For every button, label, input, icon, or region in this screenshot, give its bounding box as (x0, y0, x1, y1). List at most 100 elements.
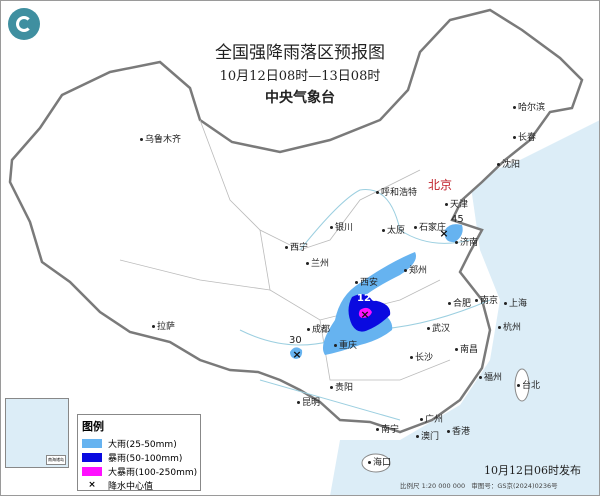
city-label: 上海 (504, 299, 527, 310)
city-name: 澳门 (421, 432, 440, 442)
city-dot (416, 435, 419, 438)
map-title: 全国强降雨落区预报图 (215, 43, 385, 63)
city-dot (404, 269, 407, 272)
scale: 比例尺 1:20 000 000 (400, 482, 466, 490)
city-dot (455, 241, 458, 244)
city-dot (420, 418, 423, 421)
precip-center-value: 30 (289, 335, 302, 346)
city-label: 沈阳 (497, 160, 520, 171)
city-name: 银川 (335, 223, 354, 233)
city-dot (498, 326, 501, 329)
x-mark-icon: × (439, 227, 448, 240)
city-dot (448, 302, 451, 305)
city-name: 天津 (450, 200, 469, 210)
city-dot (513, 136, 516, 139)
city-label: 武汉 (427, 324, 450, 335)
city-dot (330, 386, 333, 389)
city-name: 兰州 (311, 259, 330, 269)
city-name: 西宁 (290, 243, 309, 253)
city-label: 香港 (447, 427, 470, 438)
city-name: 西安 (360, 278, 379, 288)
scale-and-approval: 比例尺 1:20 000 000 审图号：GS京(2024)0236号 (400, 480, 558, 490)
city-label: 呼和浩特 (376, 188, 417, 199)
legend-label: 大暴雨(100-250mm) (108, 467, 198, 478)
city-dot (410, 356, 413, 359)
city-label: 海口 (368, 458, 391, 469)
legend-label: 降水中心值 (108, 481, 154, 492)
city-name: 呼和浩特 (381, 188, 418, 198)
city-label: 台北 (517, 381, 540, 392)
city-label: 哈尔滨 (513, 103, 545, 114)
city-dot (382, 229, 385, 232)
legend-label: 大雨(25-50mm) (108, 439, 177, 450)
city-label: 福州 (479, 373, 502, 384)
city-label: 南京 (475, 296, 498, 307)
city-label: 南昌 (455, 345, 478, 356)
city-dot (504, 302, 507, 305)
capital-label: 北京 (428, 178, 453, 192)
city-label: 长沙 (410, 353, 433, 364)
city-dot (152, 325, 155, 328)
city-name: 太原 (387, 226, 406, 236)
city-dot (355, 281, 358, 284)
sea (330, 120, 600, 496)
hainan (361, 453, 391, 473)
city-name: 上海 (509, 299, 528, 309)
city-name: 重庆 (339, 341, 358, 351)
precip-center-marks: × × × (292, 227, 448, 361)
city-label: 澳门 (416, 432, 439, 443)
city-dot (414, 226, 417, 229)
heavy-rain-swatch (82, 438, 102, 448)
city-name: 香港 (452, 427, 471, 437)
legend-title: 图例 (82, 420, 104, 433)
city-name: 福州 (484, 373, 503, 383)
city-dot (330, 226, 333, 229)
city-name: 郑州 (409, 266, 428, 276)
city-dot (285, 246, 288, 249)
city-name: 拉萨 (157, 322, 176, 332)
city-name: 成都 (312, 325, 331, 335)
heavy-rain-area (290, 347, 303, 359)
city-label: 济南 (455, 238, 478, 249)
legend-item: 大雨(25-50mm) (82, 436, 200, 450)
city-label: 天津 (445, 200, 468, 211)
city-label: 杭州 (498, 323, 521, 334)
city-label: 兰州 (306, 259, 329, 270)
city-name: 乌鲁木齐 (145, 135, 182, 145)
city-name: 南宁 (381, 425, 400, 435)
city-label: 昆明 (297, 398, 320, 409)
heavy-rainstorm-area (358, 307, 372, 318)
city-label: 西安 (355, 278, 378, 289)
heavy-rainstorm-swatch (82, 466, 102, 476)
city-dot (475, 299, 478, 302)
city-dot (447, 430, 450, 433)
city-dot (445, 203, 448, 206)
approval-number: 审图号：GS京(2024)0236号 (471, 482, 558, 490)
city-name: 长春 (518, 133, 537, 143)
city-label: 银川 (330, 223, 353, 234)
city-label: 贵阳 (330, 383, 353, 394)
city-dot (376, 428, 379, 431)
city-label: 重庆 (334, 341, 357, 352)
legend-item: × 降水中心值 (82, 478, 200, 492)
legend: 图例 大雨(25-50mm) 暴雨(50-100mm) 大暴雨(100-250m… (77, 414, 201, 492)
city-dot (376, 191, 379, 194)
city-name: 南京 (480, 296, 499, 306)
city-name: 合肥 (453, 299, 472, 309)
city-name: 杭州 (503, 323, 522, 333)
city-label: 石家庄 (414, 223, 446, 234)
inset-caption: 南海诸岛 (46, 455, 66, 465)
agency-name: 中央气象台 (265, 90, 335, 106)
city-name: 广州 (425, 415, 444, 425)
city-dot (306, 262, 309, 265)
city-dot (497, 163, 500, 166)
legend-item: 大暴雨(100-250mm) (82, 464, 200, 478)
south-china-sea-inset: 南海诸岛 (5, 398, 69, 468)
city-name: 济南 (460, 238, 479, 248)
city-label: 成都 (307, 325, 330, 336)
city-name: 沈阳 (502, 160, 521, 170)
legend-item: 暴雨(50-100mm) (82, 450, 200, 464)
cma-logo (8, 8, 40, 40)
city-dot (455, 348, 458, 351)
x-mark-icon: × (292, 348, 301, 361)
